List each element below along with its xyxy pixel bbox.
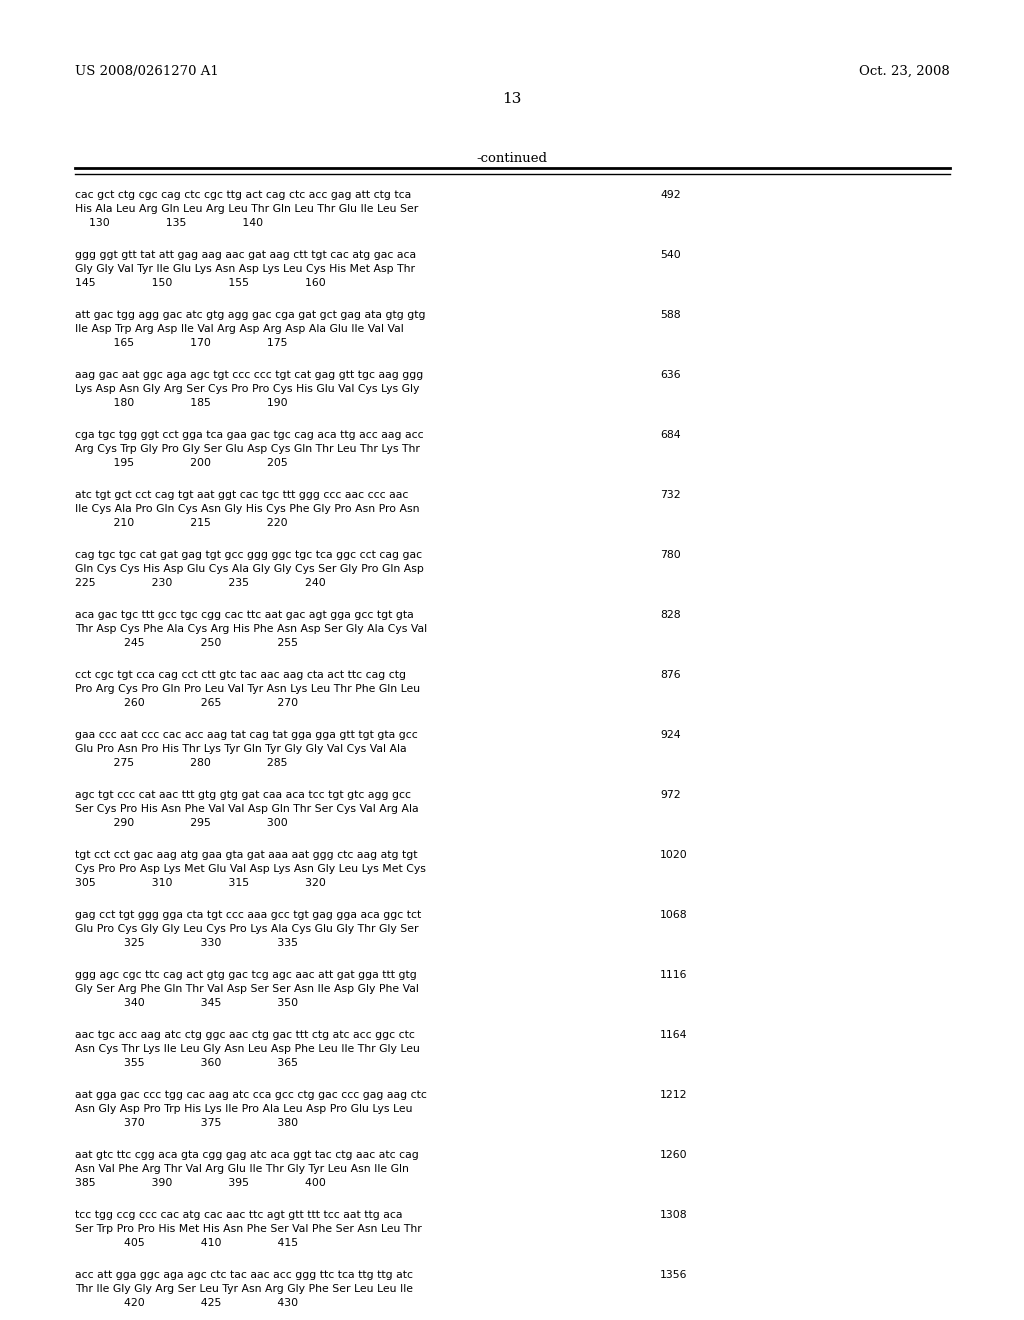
Text: aat gtc ttc cgg aca gta cgg gag atc aca ggt tac ctg aac atc cag: aat gtc ttc cgg aca gta cgg gag atc aca … (75, 1150, 419, 1160)
Text: Glu Pro Asn Pro His Thr Lys Tyr Gln Tyr Gly Gly Val Cys Val Ala: Glu Pro Asn Pro His Thr Lys Tyr Gln Tyr … (75, 744, 407, 754)
Text: Lys Asp Asn Gly Arg Ser Cys Pro Pro Cys His Glu Val Cys Lys Gly: Lys Asp Asn Gly Arg Ser Cys Pro Pro Cys … (75, 384, 420, 393)
Text: 355                360                365: 355 360 365 (75, 1059, 298, 1068)
Text: 1356: 1356 (660, 1270, 687, 1280)
Text: 145                150                155                160: 145 150 155 160 (75, 279, 326, 288)
Text: 385                390                395                400: 385 390 395 400 (75, 1177, 326, 1188)
Text: aag gac aat ggc aga agc tgt ccc ccc tgt cat gag gtt tgc aag ggg: aag gac aat ggc aga agc tgt ccc ccc tgt … (75, 370, 423, 380)
Text: Glu Pro Cys Gly Gly Leu Cys Pro Lys Ala Cys Glu Gly Thr Gly Ser: Glu Pro Cys Gly Gly Leu Cys Pro Lys Ala … (75, 924, 419, 935)
Text: Gly Gly Val Tyr Ile Glu Lys Asn Asp Lys Leu Cys His Met Asp Thr: Gly Gly Val Tyr Ile Glu Lys Asn Asp Lys … (75, 264, 415, 275)
Text: tcc tgg ccg ccc cac atg cac aac ttc agt gtt ttt tcc aat ttg aca: tcc tgg ccg ccc cac atg cac aac ttc agt … (75, 1210, 402, 1220)
Text: 260                265                270: 260 265 270 (75, 698, 298, 708)
Text: att gac tgg agg gac atc gtg agg gac cga gat gct gag ata gtg gtg: att gac tgg agg gac atc gtg agg gac cga … (75, 310, 426, 319)
Text: 732: 732 (660, 490, 681, 500)
Text: Ser Trp Pro Pro His Met His Asn Phe Ser Val Phe Ser Asn Leu Thr: Ser Trp Pro Pro His Met His Asn Phe Ser … (75, 1224, 422, 1234)
Text: Gln Cys Cys His Asp Glu Cys Ala Gly Gly Cys Ser Gly Pro Gln Asp: Gln Cys Cys His Asp Glu Cys Ala Gly Gly … (75, 564, 424, 574)
Text: 780: 780 (660, 550, 681, 560)
Text: aca gac tgc ttt gcc tgc cgg cac ttc aat gac agt gga gcc tgt gta: aca gac tgc ttt gcc tgc cgg cac ttc aat … (75, 610, 414, 620)
Text: 290                295                300: 290 295 300 (75, 818, 288, 828)
Text: 636: 636 (660, 370, 681, 380)
Text: aat gga gac ccc tgg cac aag atc cca gcc ctg gac ccc gag aag ctc: aat gga gac ccc tgg cac aag atc cca gcc … (75, 1090, 427, 1100)
Text: 210                215                220: 210 215 220 (75, 517, 288, 528)
Text: ggg ggt gtt tat att gag aag aac gat aag ctt tgt cac atg gac aca: ggg ggt gtt tat att gag aag aac gat aag … (75, 249, 416, 260)
Text: Cys Pro Pro Asp Lys Met Glu Val Asp Lys Asn Gly Leu Lys Met Cys: Cys Pro Pro Asp Lys Met Glu Val Asp Lys … (75, 865, 426, 874)
Text: 325                330                335: 325 330 335 (75, 939, 298, 948)
Text: cac gct ctg cgc cag ctc cgc ttg act cag ctc acc gag att ctg tca: cac gct ctg cgc cag ctc cgc ttg act cag … (75, 190, 412, 201)
Text: 684: 684 (660, 430, 681, 440)
Text: 1308: 1308 (660, 1210, 688, 1220)
Text: 1164: 1164 (660, 1030, 687, 1040)
Text: cag tgc tgc cat gat gag tgt gcc ggg ggc tgc tca ggc cct cag gac: cag tgc tgc cat gat gag tgt gcc ggg ggc … (75, 550, 422, 560)
Text: cga tgc tgg ggt cct gga tca gaa gac tgc cag aca ttg acc aag acc: cga tgc tgg ggt cct gga tca gaa gac tgc … (75, 430, 424, 440)
Text: 876: 876 (660, 671, 681, 680)
Text: 588: 588 (660, 310, 681, 319)
Text: 540: 540 (660, 249, 681, 260)
Text: Asn Val Phe Arg Thr Val Arg Glu Ile Thr Gly Tyr Leu Asn Ile Gln: Asn Val Phe Arg Thr Val Arg Glu Ile Thr … (75, 1164, 409, 1173)
Text: 130                135                140: 130 135 140 (75, 218, 263, 228)
Text: 305                310                315                320: 305 310 315 320 (75, 878, 326, 888)
Text: aac tgc acc aag atc ctg ggc aac ctg gac ttt ctg atc acc ggc ctc: aac tgc acc aag atc ctg ggc aac ctg gac … (75, 1030, 415, 1040)
Text: 245                250                255: 245 250 255 (75, 638, 298, 648)
Text: ggg agc cgc ttc cag act gtg gac tcg agc aac att gat gga ttt gtg: ggg agc cgc ttc cag act gtg gac tcg agc … (75, 970, 417, 979)
Text: 13: 13 (503, 92, 521, 106)
Text: 924: 924 (660, 730, 681, 741)
Text: cct cgc tgt cca cag cct ctt gtc tac aac aag cta act ttc cag ctg: cct cgc tgt cca cag cct ctt gtc tac aac … (75, 671, 406, 680)
Text: Ile Asp Trp Arg Asp Ile Val Arg Asp Arg Asp Ala Glu Ile Val Val: Ile Asp Trp Arg Asp Ile Val Arg Asp Arg … (75, 323, 403, 334)
Text: 370                375                380: 370 375 380 (75, 1118, 298, 1129)
Text: 420                425                430: 420 425 430 (75, 1298, 298, 1308)
Text: gag cct tgt ggg gga cta tgt ccc aaa gcc tgt gag gga aca ggc tct: gag cct tgt ggg gga cta tgt ccc aaa gcc … (75, 909, 421, 920)
Text: 1212: 1212 (660, 1090, 687, 1100)
Text: Asn Cys Thr Lys Ile Leu Gly Asn Leu Asp Phe Leu Ile Thr Gly Leu: Asn Cys Thr Lys Ile Leu Gly Asn Leu Asp … (75, 1044, 420, 1053)
Text: His Ala Leu Arg Gln Leu Arg Leu Thr Gln Leu Thr Glu Ile Leu Ser: His Ala Leu Arg Gln Leu Arg Leu Thr Gln … (75, 205, 418, 214)
Text: Oct. 23, 2008: Oct. 23, 2008 (859, 65, 950, 78)
Text: 180                185                190: 180 185 190 (75, 399, 288, 408)
Text: Ser Cys Pro His Asn Phe Val Val Asp Gln Thr Ser Cys Val Arg Ala: Ser Cys Pro His Asn Phe Val Val Asp Gln … (75, 804, 419, 814)
Text: 1020: 1020 (660, 850, 688, 861)
Text: 972: 972 (660, 789, 681, 800)
Text: 225                230                235                240: 225 230 235 240 (75, 578, 326, 587)
Text: 1260: 1260 (660, 1150, 688, 1160)
Text: -continued: -continued (476, 152, 548, 165)
Text: 195                200                205: 195 200 205 (75, 458, 288, 469)
Text: 340                345                350: 340 345 350 (75, 998, 298, 1008)
Text: Gly Ser Arg Phe Gln Thr Val Asp Ser Ser Asn Ile Asp Gly Phe Val: Gly Ser Arg Phe Gln Thr Val Asp Ser Ser … (75, 983, 419, 994)
Text: Arg Cys Trp Gly Pro Gly Ser Glu Asp Cys Gln Thr Leu Thr Lys Thr: Arg Cys Trp Gly Pro Gly Ser Glu Asp Cys … (75, 444, 420, 454)
Text: 275                280                285: 275 280 285 (75, 758, 288, 768)
Text: atc tgt gct cct cag tgt aat ggt cac tgc ttt ggg ccc aac ccc aac: atc tgt gct cct cag tgt aat ggt cac tgc … (75, 490, 409, 500)
Text: 1068: 1068 (660, 909, 688, 920)
Text: Ile Cys Ala Pro Gln Cys Asn Gly His Cys Phe Gly Pro Asn Pro Asn: Ile Cys Ala Pro Gln Cys Asn Gly His Cys … (75, 504, 420, 513)
Text: acc att gga ggc aga agc ctc tac aac acc ggg ttc tca ttg ttg atc: acc att gga ggc aga agc ctc tac aac acc … (75, 1270, 413, 1280)
Text: tgt cct cct gac aag atg gaa gta gat aaa aat ggg ctc aag atg tgt: tgt cct cct gac aag atg gaa gta gat aaa … (75, 850, 418, 861)
Text: 828: 828 (660, 610, 681, 620)
Text: Thr Ile Gly Gly Arg Ser Leu Tyr Asn Arg Gly Phe Ser Leu Leu Ile: Thr Ile Gly Gly Arg Ser Leu Tyr Asn Arg … (75, 1284, 413, 1294)
Text: 1116: 1116 (660, 970, 687, 979)
Text: 405                410                415: 405 410 415 (75, 1238, 298, 1247)
Text: agc tgt ccc cat aac ttt gtg gtg gat caa aca tcc tgt gtc agg gcc: agc tgt ccc cat aac ttt gtg gtg gat caa … (75, 789, 411, 800)
Text: Pro Arg Cys Pro Gln Pro Leu Val Tyr Asn Lys Leu Thr Phe Gln Leu: Pro Arg Cys Pro Gln Pro Leu Val Tyr Asn … (75, 684, 420, 694)
Text: 492: 492 (660, 190, 681, 201)
Text: Asn Gly Asp Pro Trp His Lys Ile Pro Ala Leu Asp Pro Glu Lys Leu: Asn Gly Asp Pro Trp His Lys Ile Pro Ala … (75, 1104, 413, 1114)
Text: Thr Asp Cys Phe Ala Cys Arg His Phe Asn Asp Ser Gly Ala Cys Val: Thr Asp Cys Phe Ala Cys Arg His Phe Asn … (75, 624, 427, 634)
Text: 165                170                175: 165 170 175 (75, 338, 288, 348)
Text: gaa ccc aat ccc cac acc aag tat cag tat gga gga gtt tgt gta gcc: gaa ccc aat ccc cac acc aag tat cag tat … (75, 730, 418, 741)
Text: US 2008/0261270 A1: US 2008/0261270 A1 (75, 65, 219, 78)
